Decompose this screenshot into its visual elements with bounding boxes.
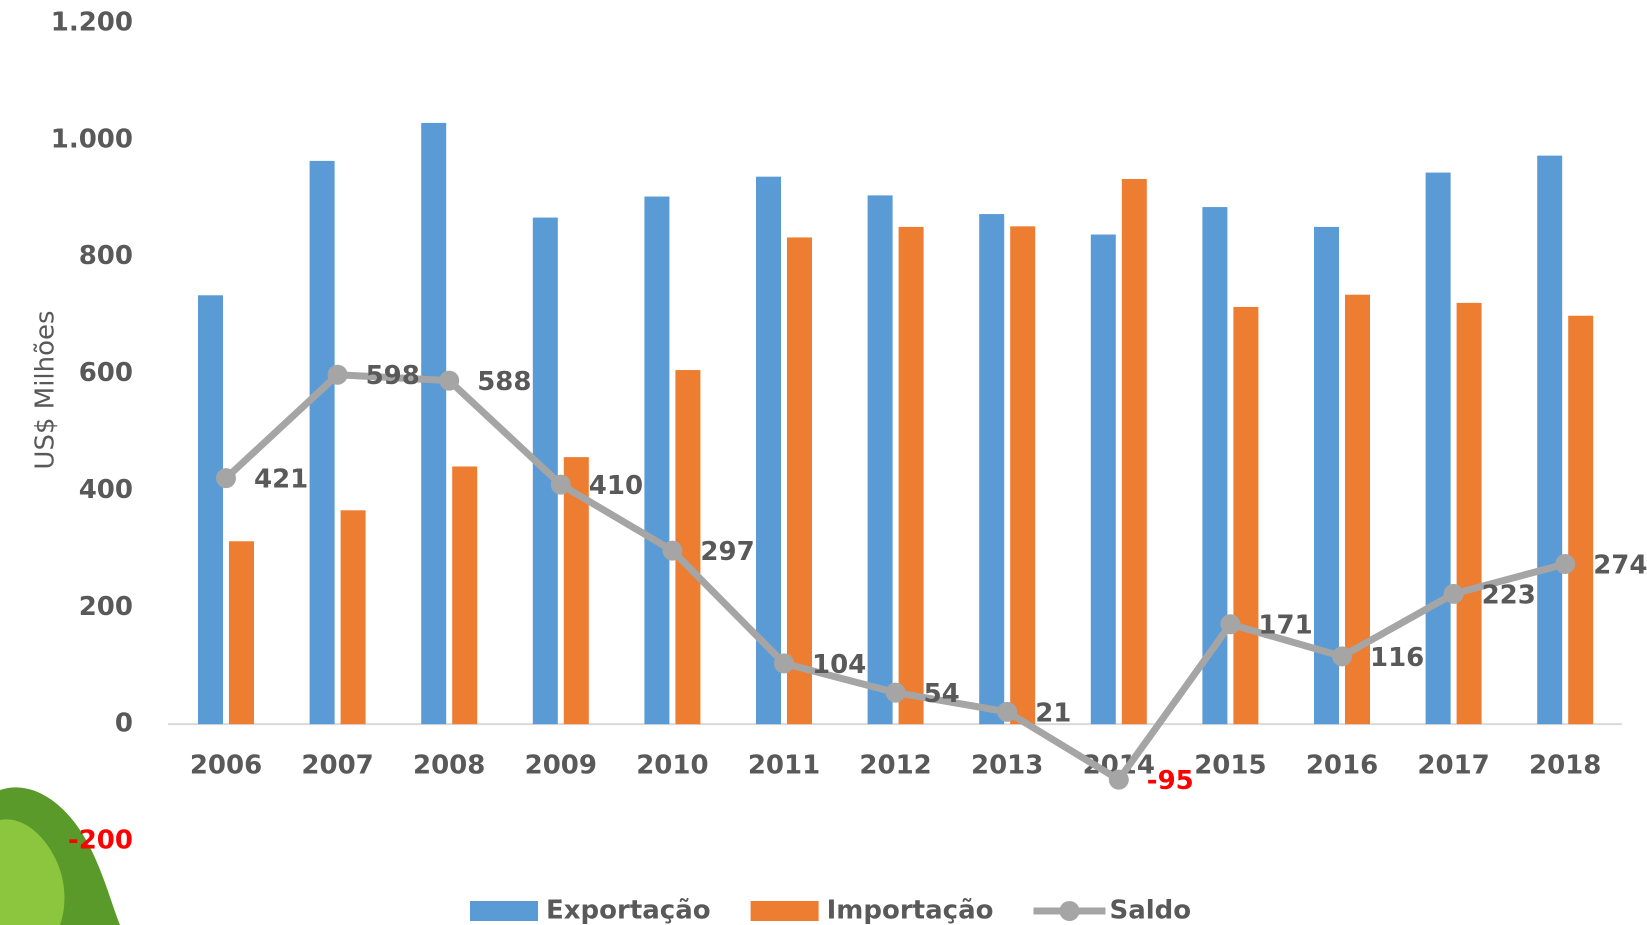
- legend-label: Exportação: [546, 896, 711, 925]
- bar: [979, 214, 1005, 725]
- x-tick-label: 2006: [190, 751, 262, 781]
- y-axis-label: US$ Milhões: [31, 310, 61, 469]
- legend-swatch: [1059, 901, 1080, 921]
- x-tick-label: 2007: [301, 751, 373, 781]
- bar: [198, 295, 223, 725]
- x-tick-label: 2010: [636, 751, 708, 781]
- x-tick-label: 2008: [413, 751, 485, 781]
- line-point: [885, 682, 906, 703]
- line-point: [662, 540, 683, 561]
- bar: [644, 196, 670, 725]
- bar: [756, 176, 781, 725]
- bar: [340, 510, 366, 725]
- data-label: 598: [366, 361, 420, 391]
- bar: [1425, 172, 1451, 725]
- data-label: 116: [1370, 643, 1424, 673]
- y-tick-label: 1.000: [51, 124, 133, 154]
- data-label: 104: [812, 650, 866, 680]
- leaf-decoration: [0, 787, 120, 925]
- bar: [452, 466, 478, 725]
- bar: [1121, 179, 1147, 725]
- y-tick-label: 400: [79, 475, 133, 505]
- x-tick-label: 2012: [859, 751, 931, 781]
- line-point: [327, 364, 348, 385]
- line-point: [997, 701, 1018, 722]
- y-tick-label: 600: [79, 358, 133, 388]
- legend-swatch: [750, 901, 819, 921]
- legend-swatch: [470, 901, 538, 921]
- bar: [1010, 226, 1036, 725]
- data-label: 588: [477, 367, 531, 397]
- legend-label: Importação: [827, 896, 994, 925]
- y-tick-label: 800: [79, 241, 133, 271]
- data-label: 410: [589, 471, 643, 501]
- data-label: 297: [700, 537, 754, 567]
- line-point: [1443, 583, 1464, 604]
- y-tick-label: 1.200: [51, 8, 133, 38]
- x-tick-label: 2013: [971, 751, 1043, 781]
- data-label: 274: [1593, 551, 1647, 581]
- line-point: [216, 468, 236, 489]
- x-tick-label: 2017: [1417, 751, 1489, 781]
- line-point: [1108, 769, 1129, 790]
- bar: [1568, 315, 1594, 725]
- bar: [309, 160, 335, 725]
- bar: [787, 237, 812, 725]
- data-label: -95: [1147, 766, 1194, 796]
- line-point: [1220, 614, 1241, 635]
- bar: [1456, 302, 1482, 725]
- line-point: [550, 474, 571, 495]
- bar: [1233, 306, 1259, 725]
- y-tick-label: -200: [68, 826, 133, 856]
- bar: [421, 122, 447, 725]
- line-point: [1555, 554, 1576, 575]
- bar: [898, 226, 924, 725]
- line-point: [439, 370, 460, 391]
- line-point: [1332, 646, 1352, 667]
- x-tick-label: 2015: [1194, 751, 1266, 781]
- line-point: [774, 653, 794, 674]
- data-label: 421: [254, 465, 308, 495]
- data-label: 21: [1035, 698, 1071, 728]
- y-tick-label: 200: [79, 592, 133, 622]
- bar: [1537, 155, 1563, 725]
- bar: [1314, 226, 1339, 725]
- x-tick-label: 2011: [748, 751, 820, 781]
- data-label: 54: [924, 679, 960, 709]
- bar: [1090, 234, 1116, 725]
- x-tick-label: 2018: [1529, 751, 1601, 781]
- legend-label: Saldo: [1109, 896, 1191, 925]
- x-tick-label: 2009: [525, 751, 597, 781]
- y-tick-label: 0: [115, 709, 133, 739]
- data-label: 171: [1258, 611, 1312, 641]
- bar: [867, 195, 893, 725]
- bar: [229, 541, 254, 725]
- data-label: 223: [1482, 580, 1536, 610]
- x-tick-label: 2016: [1306, 751, 1378, 781]
